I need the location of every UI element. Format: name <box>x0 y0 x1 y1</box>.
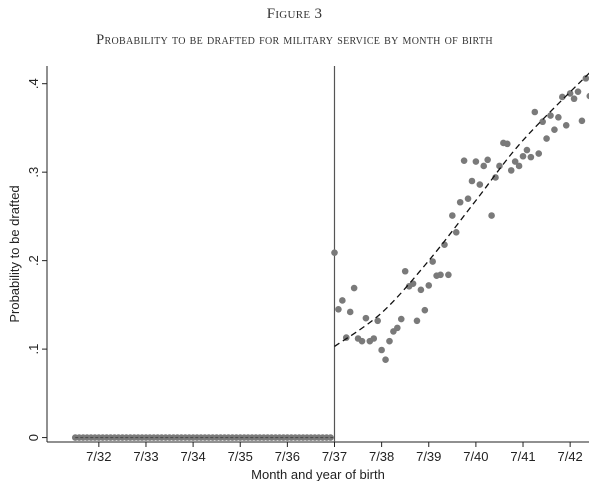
data-point <box>504 140 511 148</box>
x-tick-label: 7/37 <box>322 449 347 464</box>
data-point <box>488 212 495 219</box>
x-tick-label: 7/35 <box>228 449 253 464</box>
data-point <box>543 135 550 142</box>
data-point <box>421 306 429 314</box>
data-point <box>413 317 421 325</box>
x-axis-title: Month and year of birth <box>251 467 385 481</box>
data-point <box>358 337 366 345</box>
data-point <box>374 317 381 325</box>
data-point <box>346 308 354 316</box>
y-tick-label: .4 <box>26 78 41 89</box>
data-point <box>425 282 433 289</box>
data-point <box>464 195 472 203</box>
data-point <box>456 198 464 206</box>
data-point <box>551 126 558 133</box>
data-point <box>531 108 539 116</box>
data-point <box>476 181 484 188</box>
data-point <box>586 92 589 100</box>
data-point <box>562 121 570 129</box>
data-point <box>535 150 543 157</box>
data-point <box>397 315 405 323</box>
x-tick-label: 7/40 <box>463 449 488 464</box>
x-tick-label: 7/36 <box>275 449 300 464</box>
figure-number: Figure 3 <box>266 6 323 22</box>
data-point <box>378 346 385 354</box>
data-point <box>394 324 401 332</box>
y-tick-label: .1 <box>26 344 41 355</box>
data-point <box>437 271 444 279</box>
data-point <box>558 93 566 101</box>
data-point <box>382 356 389 364</box>
data-point <box>350 284 358 292</box>
data-point <box>555 114 562 121</box>
x-tick-label: 7/33 <box>133 449 158 464</box>
fit-line-group <box>75 72 589 439</box>
y-axis-title: Probability to be drafted <box>7 185 22 322</box>
x-tick-label: 7/34 <box>180 449 205 464</box>
data-point <box>429 258 436 265</box>
data-point <box>449 212 456 219</box>
y-tick-label: 0 <box>26 434 41 441</box>
data-point <box>582 75 589 82</box>
y-axis-ticks: .4 .3 .2 .1 0 <box>26 78 47 441</box>
data-point <box>460 157 468 164</box>
data-point <box>370 335 378 342</box>
data-point <box>441 241 448 249</box>
data-point <box>511 158 519 165</box>
x-tick-label: 7/39 <box>416 449 441 464</box>
data-point <box>401 267 409 275</box>
data-point <box>547 112 554 119</box>
y-tick-label: .2 <box>26 255 41 266</box>
x-axis-ticks: 7/32 7/33 7/34 7/35 7/36 7/37 7/38 7/39 7/40 7/41… <box>86 442 583 464</box>
data-point <box>527 153 535 161</box>
data-point <box>578 117 586 125</box>
data-point <box>507 167 515 174</box>
data-point <box>362 314 370 322</box>
x-tick-label: 7/38 <box>369 449 394 464</box>
data-points <box>71 75 589 441</box>
data-point <box>452 229 460 236</box>
data-point <box>570 95 578 103</box>
x-tick-label: 7/42 <box>557 449 582 464</box>
figure-title: Probability to be drafted for military s… <box>96 32 493 48</box>
data-point <box>496 162 503 170</box>
fit-line <box>334 72 589 347</box>
data-point <box>566 90 574 97</box>
data-point <box>480 162 488 170</box>
plot-frame <box>46 66 589 443</box>
data-point <box>519 152 527 160</box>
data-point <box>539 118 546 126</box>
data-point <box>574 88 582 95</box>
data-point <box>417 286 425 294</box>
data-point <box>468 177 476 185</box>
data-point <box>445 271 452 279</box>
data-point <box>484 156 491 164</box>
data-point <box>335 305 342 313</box>
data-point <box>331 249 338 256</box>
data-point <box>523 146 531 154</box>
data-point <box>515 162 523 170</box>
data-point <box>339 297 346 304</box>
y-tick-label: .3 <box>26 167 41 178</box>
data-point <box>386 337 393 345</box>
data-point <box>472 158 480 165</box>
x-tick-label: 7/32 <box>86 449 111 464</box>
x-tick-label: 7/41 <box>510 449 535 464</box>
